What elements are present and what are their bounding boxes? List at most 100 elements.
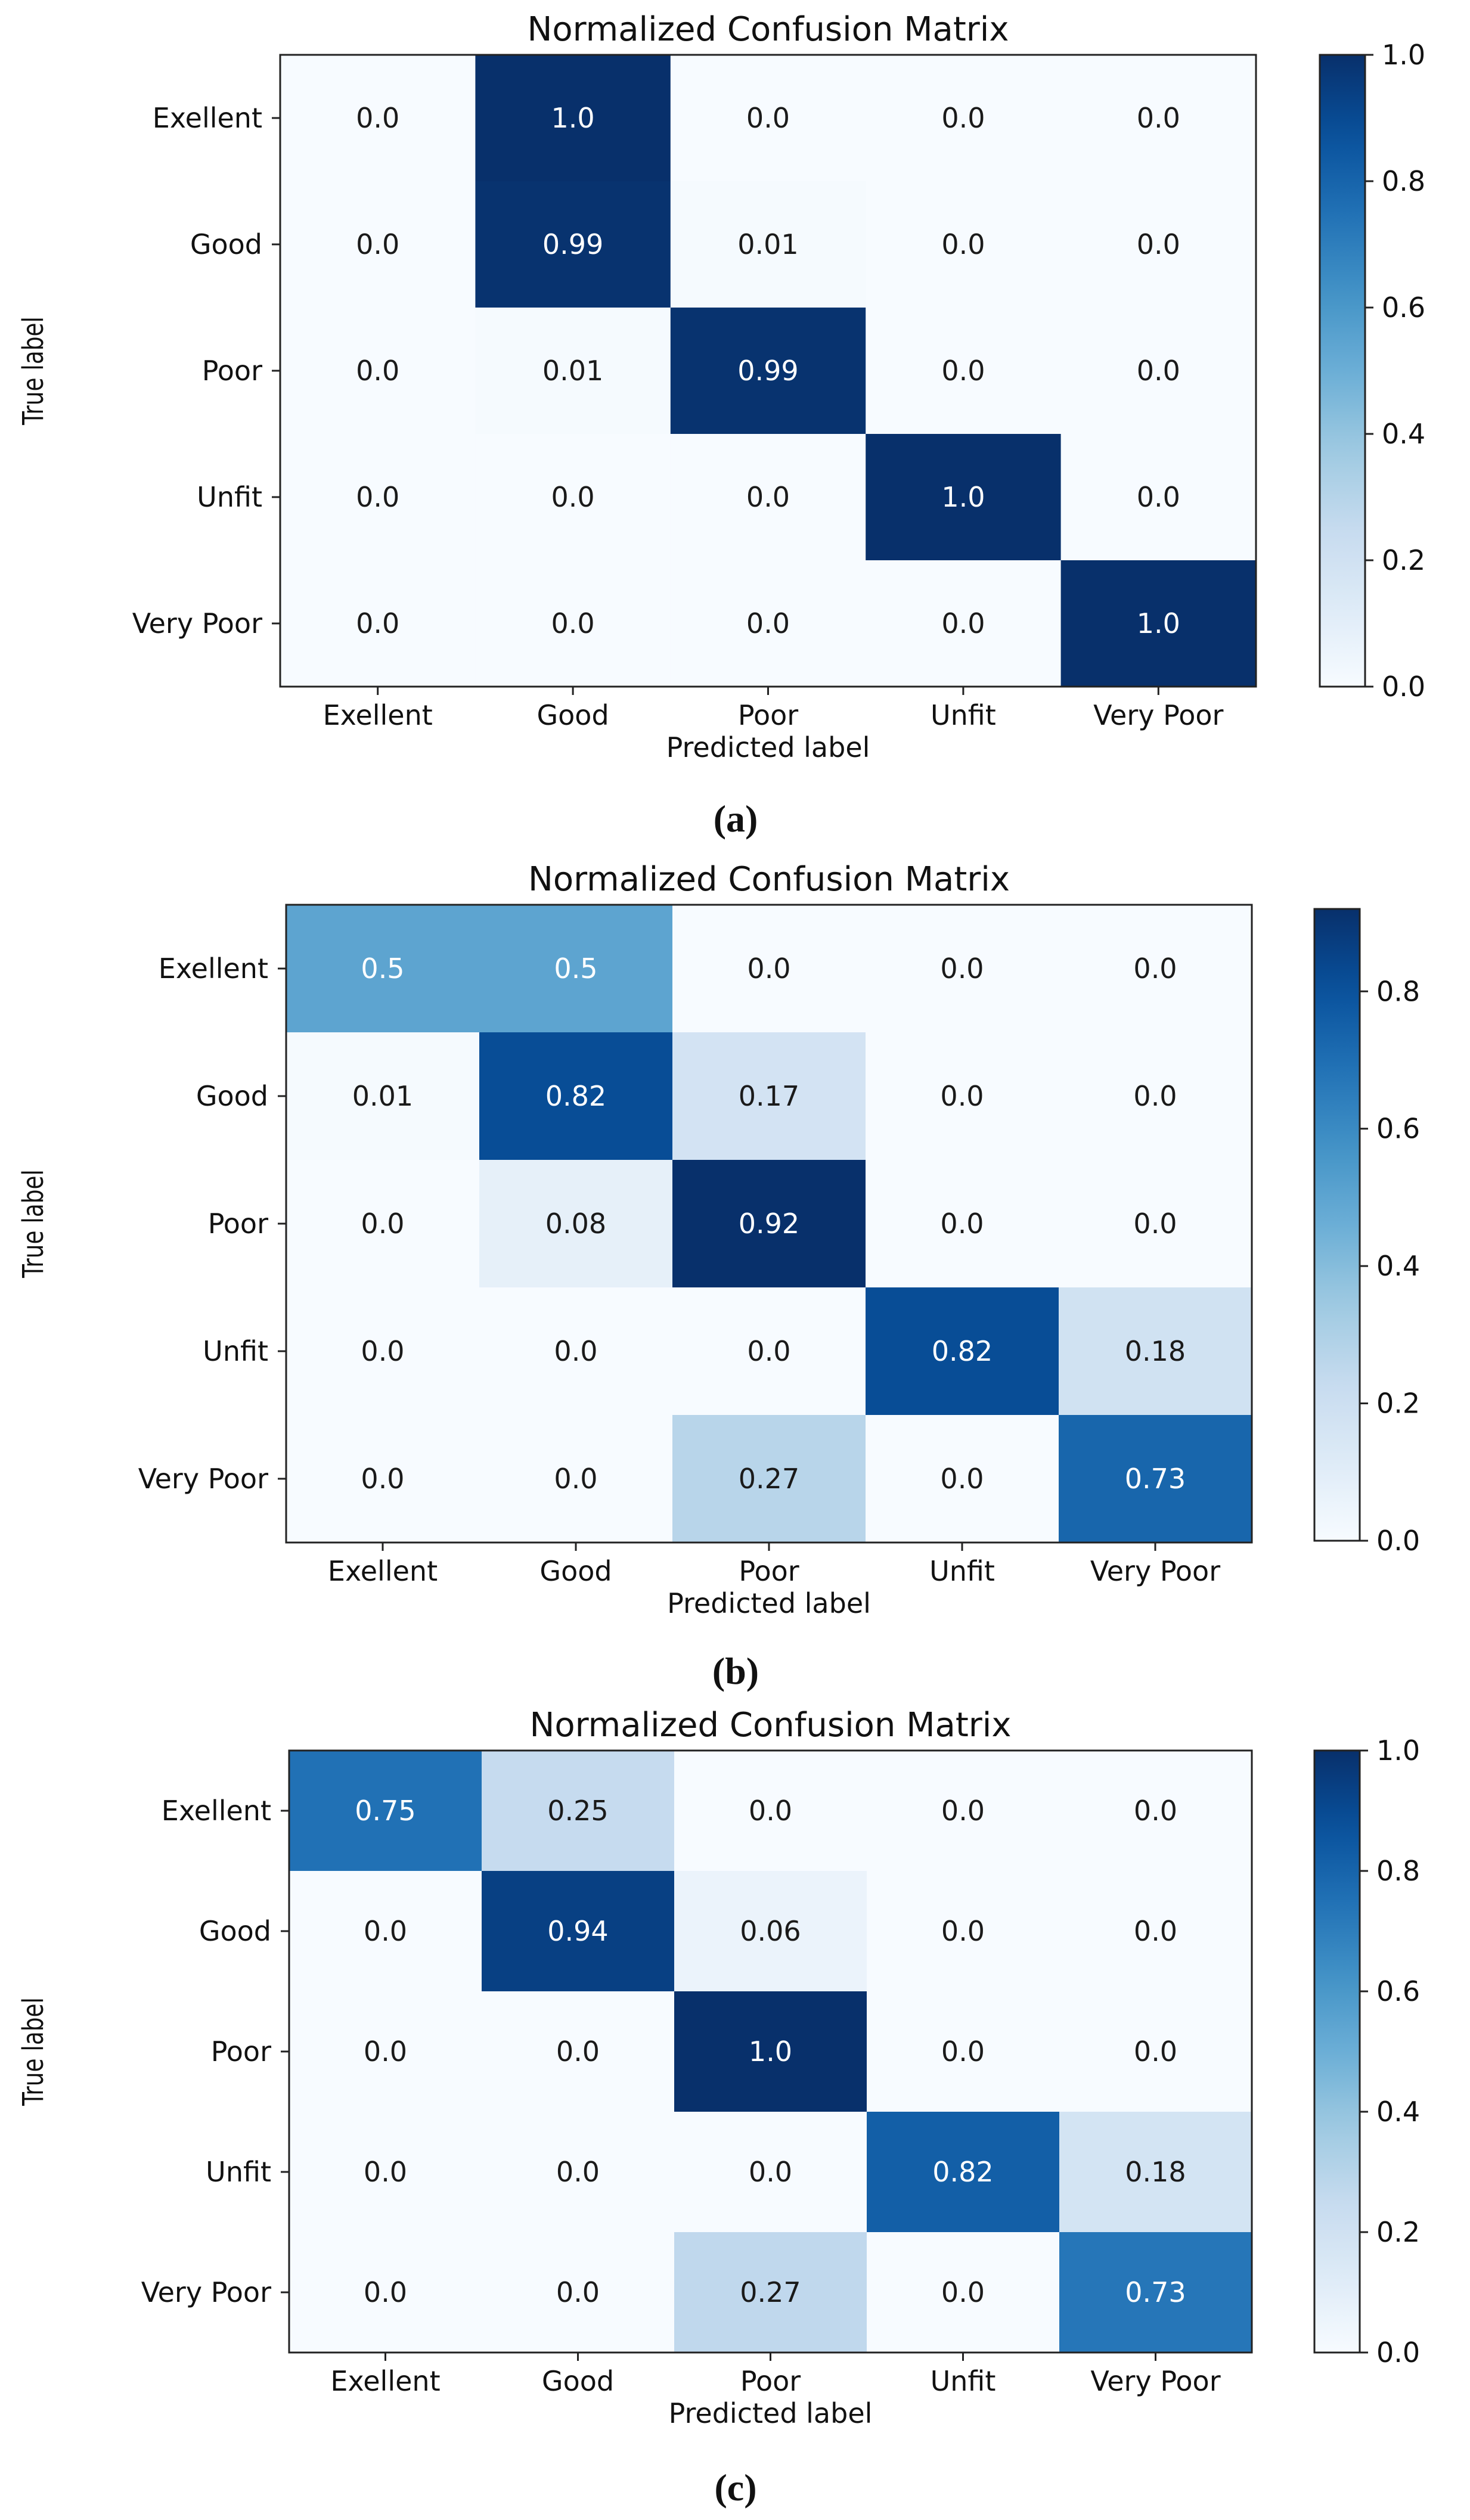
x-tick-label: Unfit	[929, 1555, 995, 1587]
y-tick-label: Very Poor	[141, 2276, 271, 2308]
heatmap-cell	[1060, 434, 1257, 561]
cell-value-label: 0.0	[1133, 1080, 1177, 1112]
cell-value-label: 0.25	[547, 1795, 608, 1827]
cell-value-label: 0.0	[364, 2156, 407, 2188]
heatmap-cell	[482, 2112, 675, 2233]
cell-value-label: 0.0	[941, 2035, 985, 2068]
heatmap-cell	[482, 1751, 675, 1872]
colorbar-tick-label: 0.2	[1376, 2216, 1420, 2248]
cell-value-label: 1.0	[1137, 607, 1180, 640]
heatmap-cell	[866, 181, 1062, 308]
cell-value-label: 0.82	[545, 1080, 606, 1112]
heatmap-cell	[866, 1032, 1059, 1160]
cell-value-label: 1.0	[551, 102, 595, 134]
heatmap-cell	[286, 1287, 480, 1416]
cell-value-label: 0.17	[739, 1080, 799, 1112]
y-tick-label: Good	[190, 228, 262, 260]
heatmap-cell	[286, 1160, 480, 1288]
heatmap-cell	[674, 1991, 867, 2112]
y-tick-label: Unfit	[203, 1335, 268, 1367]
heatmap-cell	[670, 434, 866, 561]
y-tick-label: Unfit	[197, 481, 262, 513]
cell-value-label: 0.0	[356, 607, 399, 640]
cell-value-label: 0.0	[1134, 1795, 1177, 1827]
cell-value-label: 0.92	[739, 1208, 799, 1240]
confusion-matrix-panel-3: Normalized Confusion Matrix 0.75 0.25 0.0 0.…	[17, 1706, 1421, 2509]
x-tick-label: Very Poor	[1090, 1555, 1220, 1587]
heatmap-cell	[867, 2112, 1060, 2233]
heatmap-cell	[866, 1415, 1059, 1543]
cell-value-label: 0.08	[545, 1208, 606, 1240]
cell-value-label: 0.99	[542, 228, 603, 260]
cell-value-label: 0.0	[556, 2035, 600, 2068]
heatmap-cell	[670, 181, 866, 308]
colorbar-tick-label: 0.6	[1376, 1113, 1420, 1145]
cell-value-label: 0.0	[1133, 952, 1177, 985]
y-tick-label: Poor	[202, 355, 262, 387]
cell-value-label: 0.0	[747, 1335, 790, 1367]
heatmap-cell	[1059, 1991, 1252, 2112]
cell-value-label: 0.0	[1137, 355, 1180, 387]
heatmap-cell	[286, 1415, 480, 1543]
heatmap-cell	[1060, 55, 1257, 182]
heatmap-cell	[674, 2112, 867, 2233]
y-axis-label: True label	[17, 316, 51, 426]
cell-value-label: 0.73	[1125, 1463, 1186, 1495]
colorbar-tick-label: 0.4	[1376, 2096, 1420, 2128]
heatmap-cell	[280, 308, 476, 435]
heatmap-cell	[1059, 1751, 1252, 1872]
cell-value-label: 0.0	[1137, 228, 1180, 260]
cell-value-label: 0.0	[361, 1463, 404, 1495]
cell-value-label: 0.18	[1125, 2156, 1186, 2188]
heatmap-cell	[475, 181, 671, 308]
x-tick-label: Very Poor	[1093, 699, 1223, 731]
x-tick-label: Exellent	[330, 2365, 440, 2397]
heatmap-cell	[1059, 1160, 1252, 1288]
heatmap-cell	[672, 1032, 866, 1160]
cell-value-label: 1.0	[749, 2035, 792, 2068]
cell-value-label: 0.0	[361, 1208, 404, 1240]
y-tick-label: Exellent	[159, 952, 268, 985]
heatmap-cell	[866, 905, 1059, 1033]
x-axis-label: Predicted label	[666, 731, 870, 764]
cell-value-label: 0.94	[547, 1915, 608, 1947]
heatmap-cell	[1059, 1287, 1252, 1416]
heatmap-cell	[867, 1991, 1060, 2112]
cell-value-label: 0.0	[746, 481, 790, 513]
cell-value-label: 0.27	[740, 2276, 801, 2308]
x-tick-label: Unfit	[931, 2365, 996, 2397]
heatmap-cell	[482, 1871, 675, 1992]
y-tick-label: Good	[199, 1915, 271, 1947]
cell-value-label: 0.0	[356, 481, 399, 513]
heatmap-cell	[482, 1991, 675, 2112]
chart-title: Normalized Confusion Matrix	[529, 1706, 1011, 1745]
cell-value-label: 0.06	[740, 1915, 801, 1947]
cell-value-label: 0.0	[556, 2156, 600, 2188]
cell-value-label: 0.0	[940, 952, 984, 985]
heatmap-cell	[1060, 308, 1257, 435]
cell-value-label: 0.27	[739, 1463, 799, 1495]
cell-value-label: 0.0	[364, 2035, 407, 2068]
heatmap-cell	[672, 1415, 866, 1543]
cell-value-label: 0.0	[361, 1335, 404, 1367]
x-tick-label: Good	[542, 2365, 614, 2397]
cell-value-label: 0.0	[941, 1915, 985, 1947]
cell-value-label: 0.0	[1133, 1208, 1177, 1240]
cell-value-label: 0.0	[941, 102, 985, 134]
heatmap-cell	[280, 560, 476, 687]
cell-value-label: 0.73	[1125, 2276, 1186, 2308]
heatmap-cell	[479, 905, 673, 1033]
y-tick-label: Good	[196, 1080, 268, 1112]
cell-value-label: 0.0	[364, 1915, 407, 1947]
heatmap-cell	[670, 308, 866, 435]
colorbar-tick-label: 0.8	[1382, 165, 1425, 197]
heatmap-cell	[280, 434, 476, 561]
y-tick-label: Very Poor	[138, 1463, 268, 1495]
cell-value-label: 0.82	[932, 2156, 993, 2188]
colorbar-tick-label: 0.4	[1376, 1250, 1420, 1282]
colorbar-tick-label: 1.0	[1376, 1734, 1420, 1767]
x-tick-label: Exellent	[328, 1555, 438, 1587]
cell-value-label: 1.0	[941, 481, 985, 513]
x-tick-label: Unfit	[931, 699, 996, 731]
heatmap-cell	[674, 2232, 867, 2353]
